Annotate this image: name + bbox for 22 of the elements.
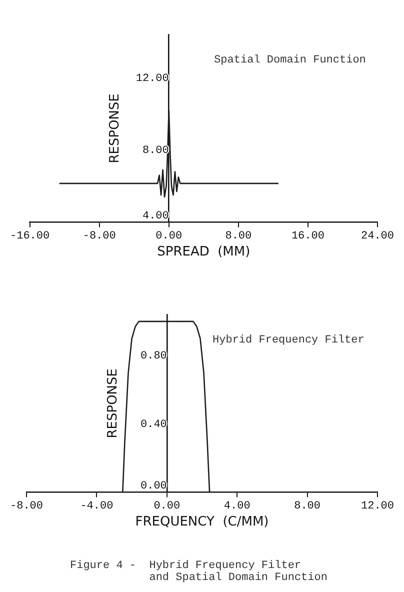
x-tick-label: 16.00 <box>291 230 324 243</box>
text: Spatial Domain Function <box>214 54 366 67</box>
text: Hybrid Frequency Filter <box>212 334 364 347</box>
y-axis-title: RESPONSE <box>107 94 122 164</box>
x-tick-label: 12.00 <box>360 500 394 513</box>
x-tick-label: 8.00 <box>294 500 320 513</box>
x-axis-title: SPREAD (MM) <box>157 244 250 260</box>
y-tick-label: 0.40 <box>140 418 167 431</box>
x-tick-label: 8.00 <box>225 230 252 243</box>
y-tick-label: 0.80 <box>140 350 167 362</box>
x-tick-label: 4.00 <box>224 500 250 513</box>
x-tick-label: -4.00 <box>80 500 114 513</box>
x-tick-label: -16.00 <box>10 230 50 243</box>
x-tick-label: 24.00 <box>360 230 394 243</box>
y-tick-label: 0.00 <box>140 480 167 493</box>
x-tick-label: -8.00 <box>82 230 116 243</box>
x-tick-label: -8.00 <box>10 500 44 513</box>
x-axis-title: FREQUENCY (C/MM) <box>135 514 269 530</box>
y-axis-title: RESPONSE <box>105 368 120 438</box>
x-tick-label: 0.00 <box>154 500 180 513</box>
caption: Figure 4 - Hybrid Frequency Filter and Spatial Domain Function <box>70 560 328 584</box>
x-tick-label: 0.00 <box>156 230 182 243</box>
